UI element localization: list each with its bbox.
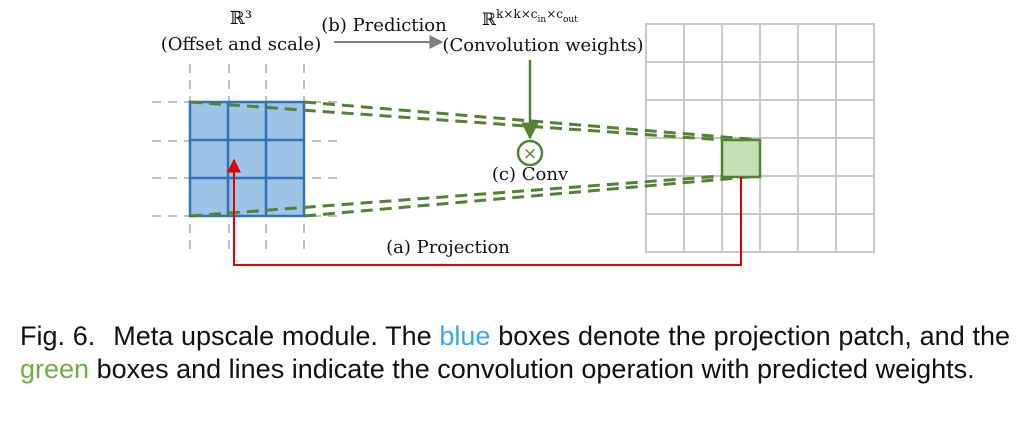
caption-text-2: boxes denote the projection patch, and t… xyxy=(490,321,1010,351)
conv-operator: × xyxy=(516,139,544,167)
output-grid xyxy=(645,23,875,253)
figure-number: Fig. 6. xyxy=(20,321,96,351)
green-output-pixel xyxy=(720,138,762,179)
offset-scale-space: ℝ³ xyxy=(230,8,252,29)
conv-weights-label: (Convolution weights) xyxy=(442,35,643,56)
conv-weights-space: ℝk×k×cin×cout xyxy=(482,7,578,30)
projection-arrow xyxy=(227,158,742,266)
green-convolution-lines xyxy=(189,100,761,218)
caption-green-word: green xyxy=(20,354,90,384)
multiply-icon: × xyxy=(523,144,537,164)
blue-projection-patch xyxy=(188,100,306,218)
projection-label: (a) Projection xyxy=(386,237,510,258)
prediction-label: (b) Prediction xyxy=(321,15,447,36)
conv-label: (c) Conv xyxy=(492,164,569,185)
caption-blue-word: blue xyxy=(439,321,491,351)
offset-scale-label: (Offset and scale) xyxy=(161,34,321,55)
caption-text-1: Meta upscale module. The xyxy=(113,321,440,351)
caption-text-3: boxes and lines indicate the convolution… xyxy=(89,354,975,384)
figure-caption: Fig. 6. Meta upscale module. The blue box… xyxy=(20,320,1010,386)
meta-upscale-diagram: × ℝ³ (Offset and scale) (b) Prediction ℝ… xyxy=(152,7,875,266)
